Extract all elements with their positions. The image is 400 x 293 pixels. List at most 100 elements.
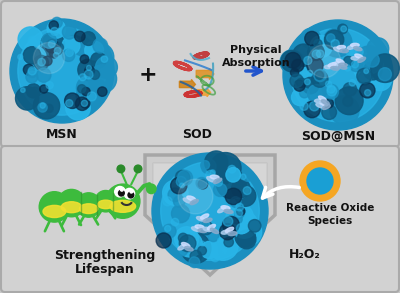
- Circle shape: [364, 69, 368, 74]
- Circle shape: [292, 89, 308, 105]
- Circle shape: [34, 55, 48, 70]
- FancyBboxPatch shape: [1, 146, 399, 292]
- Circle shape: [312, 50, 320, 58]
- Text: +: +: [139, 65, 157, 85]
- Circle shape: [208, 231, 219, 242]
- Circle shape: [285, 78, 294, 87]
- Circle shape: [152, 153, 268, 269]
- Circle shape: [343, 96, 353, 106]
- Ellipse shape: [195, 225, 204, 229]
- Circle shape: [76, 92, 84, 100]
- Circle shape: [355, 46, 383, 74]
- Text: SOD: SOD: [182, 129, 212, 142]
- Circle shape: [236, 203, 244, 211]
- Circle shape: [37, 68, 51, 82]
- Circle shape: [208, 230, 238, 260]
- Ellipse shape: [98, 200, 114, 209]
- Circle shape: [28, 67, 36, 75]
- Circle shape: [281, 50, 302, 72]
- Ellipse shape: [351, 57, 360, 60]
- Circle shape: [16, 87, 39, 110]
- Circle shape: [367, 38, 389, 59]
- Circle shape: [230, 211, 258, 238]
- Circle shape: [163, 197, 172, 206]
- Circle shape: [82, 32, 95, 45]
- Circle shape: [156, 233, 171, 248]
- Circle shape: [189, 257, 200, 268]
- Ellipse shape: [210, 175, 219, 179]
- Circle shape: [349, 46, 357, 54]
- Circle shape: [344, 65, 351, 71]
- Polygon shape: [145, 155, 275, 275]
- Circle shape: [163, 180, 188, 205]
- Circle shape: [78, 85, 86, 93]
- Ellipse shape: [339, 63, 347, 67]
- Circle shape: [224, 237, 234, 247]
- Circle shape: [312, 71, 328, 87]
- Circle shape: [76, 76, 100, 100]
- Circle shape: [240, 174, 246, 180]
- Circle shape: [327, 34, 335, 42]
- Circle shape: [223, 217, 233, 226]
- Circle shape: [231, 214, 252, 234]
- Text: Absorption: Absorption: [222, 58, 290, 68]
- Circle shape: [40, 103, 45, 108]
- Circle shape: [75, 87, 99, 111]
- Circle shape: [378, 68, 392, 81]
- Circle shape: [198, 246, 206, 255]
- Circle shape: [307, 57, 323, 74]
- FancyArrow shape: [179, 80, 196, 89]
- Circle shape: [178, 179, 213, 214]
- Ellipse shape: [203, 218, 212, 222]
- Circle shape: [305, 31, 319, 46]
- Circle shape: [314, 69, 326, 81]
- Circle shape: [354, 54, 380, 81]
- Ellipse shape: [203, 227, 212, 231]
- Circle shape: [93, 38, 108, 53]
- Circle shape: [201, 161, 210, 169]
- Circle shape: [316, 50, 324, 57]
- Circle shape: [26, 71, 38, 83]
- Circle shape: [190, 250, 202, 262]
- Circle shape: [280, 50, 304, 74]
- Circle shape: [10, 19, 114, 123]
- Circle shape: [62, 37, 80, 54]
- Text: Strengthening: Strengthening: [54, 248, 156, 261]
- Circle shape: [364, 90, 371, 96]
- Circle shape: [90, 70, 100, 79]
- Circle shape: [235, 209, 244, 218]
- Circle shape: [198, 180, 208, 189]
- Circle shape: [222, 248, 228, 253]
- Circle shape: [343, 83, 357, 96]
- Ellipse shape: [207, 224, 216, 230]
- Ellipse shape: [183, 198, 192, 203]
- Circle shape: [66, 49, 73, 57]
- Circle shape: [310, 101, 319, 111]
- Circle shape: [235, 209, 242, 217]
- Circle shape: [162, 224, 176, 238]
- Circle shape: [210, 153, 241, 184]
- Text: Lifespan: Lifespan: [75, 263, 135, 275]
- Circle shape: [115, 186, 125, 197]
- Ellipse shape: [200, 214, 209, 219]
- Circle shape: [120, 188, 123, 191]
- Circle shape: [235, 227, 256, 247]
- Circle shape: [80, 55, 89, 64]
- Circle shape: [341, 26, 347, 32]
- Ellipse shape: [196, 217, 205, 221]
- Circle shape: [201, 241, 218, 258]
- Circle shape: [84, 70, 93, 79]
- Circle shape: [308, 45, 341, 78]
- Circle shape: [23, 47, 41, 64]
- Circle shape: [117, 165, 125, 173]
- Circle shape: [200, 221, 210, 231]
- Circle shape: [180, 183, 184, 188]
- FancyBboxPatch shape: [1, 1, 399, 147]
- Circle shape: [174, 196, 185, 207]
- Ellipse shape: [316, 103, 324, 108]
- Polygon shape: [153, 163, 267, 259]
- Circle shape: [118, 190, 124, 196]
- Circle shape: [54, 47, 61, 54]
- Circle shape: [299, 79, 319, 98]
- Circle shape: [18, 27, 106, 115]
